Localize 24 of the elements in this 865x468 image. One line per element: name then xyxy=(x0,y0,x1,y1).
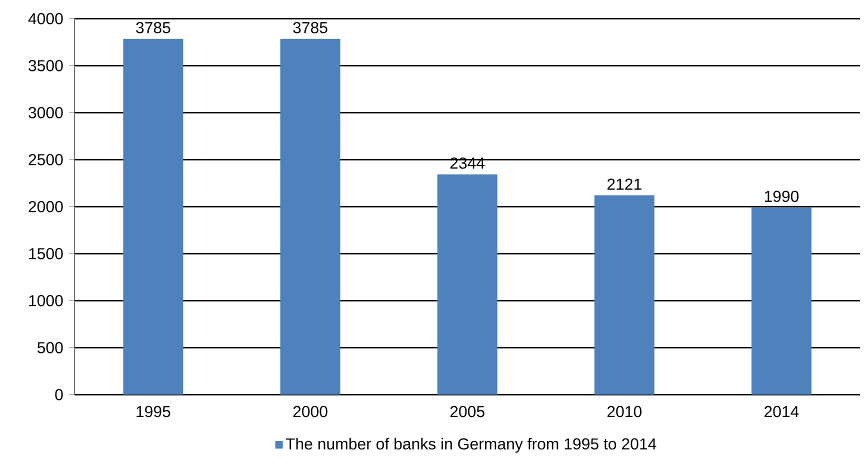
x-tick-label: 2014 xyxy=(764,406,799,418)
y-tick-label: 3500 xyxy=(28,60,63,72)
data-label: 2121 xyxy=(607,178,642,190)
bar xyxy=(280,38,340,395)
y-tick-label: 3000 xyxy=(28,107,63,118)
bar xyxy=(123,38,184,395)
data-label: 3785 xyxy=(293,22,328,34)
y-tick-label: 2000 xyxy=(28,201,63,212)
x-tick-label: 2010 xyxy=(607,406,642,418)
y-tick-label: 4000 xyxy=(28,13,63,24)
x-tick-label: 2005 xyxy=(450,406,484,418)
y-tick-label: 0 xyxy=(55,389,63,400)
bar xyxy=(751,208,812,395)
bar xyxy=(594,195,654,395)
y-tick-label: 2500 xyxy=(28,154,63,166)
y-tick-label: 500 xyxy=(37,342,63,354)
data-label: 1990 xyxy=(764,190,799,202)
y-tick-label: 1000 xyxy=(29,295,63,306)
data-label: 3785 xyxy=(136,22,170,34)
x-tick-label: 2000 xyxy=(293,406,328,418)
bar xyxy=(437,174,498,395)
y-tick-label: 1500 xyxy=(29,248,63,260)
legend-label: The number of banks in Germany from 1995 to 2014 xyxy=(286,438,656,453)
x-tick-label: 1995 xyxy=(136,406,170,418)
